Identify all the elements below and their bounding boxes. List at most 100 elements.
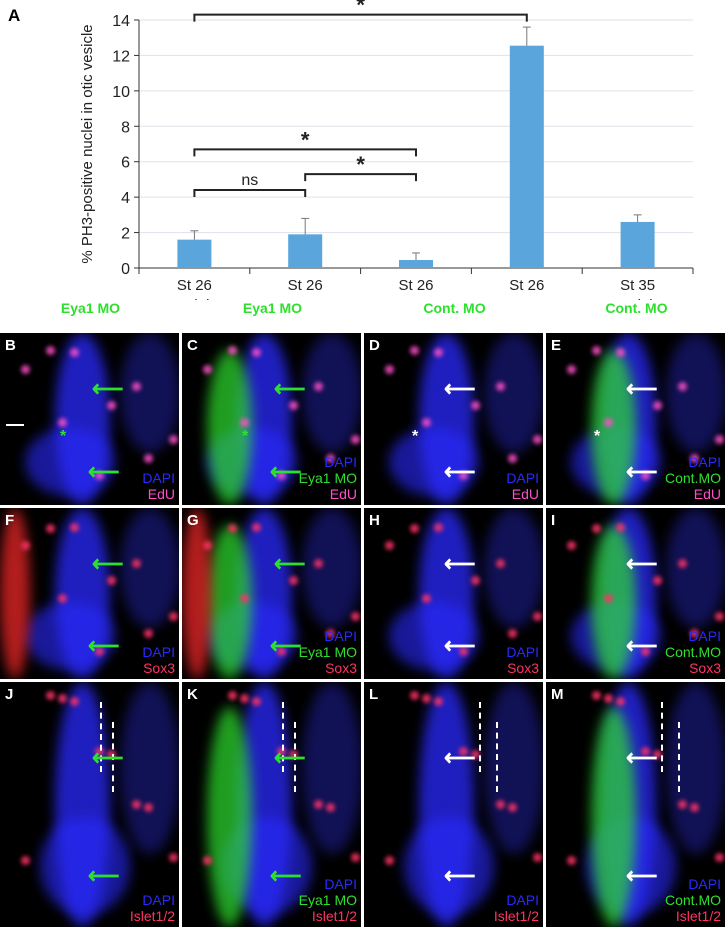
channel-label: Cont.MO [664,892,721,908]
panel-label-a: A [8,6,21,25]
channel-label: Islet1/2 [675,908,721,924]
marker-nuclei [107,576,116,585]
x-tick-label: Eya1 MO [385,297,448,300]
x-tick-label: GR-Eya1 [496,297,558,300]
marker-nuclei [277,647,286,656]
marker-nuclei [326,629,335,638]
marker-nuclei [459,647,468,656]
marker-nuclei [95,747,104,756]
x-tick-label: St 26 [509,277,544,294]
asterisk-icon: * [242,427,249,445]
sox3-signal [0,508,30,679]
marker-nuclei [203,365,212,374]
marker-nuclei [496,559,505,568]
channel-label: Eya1 MO [298,470,357,486]
column-header: Cont. MO [423,300,486,316]
micrograph-panel-e: ⟵ ⟵ * E DAPI Cont.MO EdU [546,333,725,505]
arrow-icon: ⟵ [626,551,658,577]
channel-legend: DAPI Sox3 [142,644,175,676]
y-axis-label: % PH3-positive nuclei in otic vesicle [79,24,96,263]
marker-nuclei [690,454,699,463]
marker-nuclei [132,800,141,809]
sox3-signal [182,508,212,679]
marker-nuclei [471,401,480,410]
arrow-icon: ⟵ [274,551,306,577]
arrow-icon: ⟵ [270,862,302,888]
marker-nuclei [592,524,601,533]
y-tick-label: 8 [121,119,130,136]
marker-nuclei [653,576,662,585]
bar [177,239,212,268]
channel-label: Eya1 MO [298,644,357,660]
marker-nuclei [70,348,79,357]
x-tick-label: St 26 [288,277,323,294]
x-tick-label: Uninj. [175,297,213,300]
scale-bar [6,424,24,427]
channel-label: DAPI [324,454,357,470]
marker-nuclei [508,803,517,812]
marker-nuclei [567,541,576,550]
micrograph-panel-m: ⟵ ⟵ M DAPI Cont.MO Islet1/2 [546,682,725,927]
arrow-icon: ⟵ [444,633,476,659]
arrow-icon: ⟵ [270,459,302,484]
marker-nuclei [46,691,55,700]
significance-bracket [193,189,307,198]
channel-label: DAPI [688,628,721,644]
dapi-signal [302,508,361,628]
dashed-outline [294,722,296,792]
channel-legend: DAPI EdU [506,470,539,502]
channel-label: EdU [693,486,721,502]
marker-nuclei [410,346,419,355]
significance-label: * [356,152,365,177]
marker-nuclei [459,471,468,480]
morpholino-signal [207,350,252,505]
x-tick-label: St 26 [398,277,433,294]
marker-nuclei [203,541,212,550]
dapi-signal [484,508,543,628]
marker-nuclei [58,594,67,603]
marker-nuclei [144,629,153,638]
marker-nuclei [653,750,662,759]
marker-nuclei [314,559,323,568]
dapi-signal [302,682,361,854]
morpholino-signal [207,706,252,927]
marker-nuclei [46,346,55,355]
marker-nuclei [471,750,480,759]
dashed-outline [479,702,481,772]
bar [620,221,655,268]
dashed-outline [661,702,663,772]
marker-nuclei [351,612,360,621]
column-header: Eya1 MO [60,300,121,316]
marker-nuclei [678,559,687,568]
channel-label: Islet1/2 [129,908,175,924]
channel-label: DAPI [688,454,721,470]
marker-nuclei [132,559,141,568]
micrograph-panel-l: ⟵ ⟵ L DAPI Islet1/2 [364,682,543,927]
marker-nuclei [314,382,323,391]
arrow-icon: ⟵ [626,633,658,659]
dapi-signal [484,333,543,454]
marker-nuclei [592,346,601,355]
marker-nuclei [144,454,153,463]
marker-nuclei [567,856,576,865]
channel-label: Islet1/2 [311,908,357,924]
marker-nuclei [107,401,116,410]
dapi-signal [404,816,494,915]
arrow-icon: ⟵ [626,459,658,484]
marker-nuclei [169,853,178,862]
morpholino-signal [591,350,636,505]
marker-nuclei [289,750,298,759]
panel-label: D [369,337,380,354]
marker-nuclei [58,694,67,703]
panel-label: I [551,512,556,529]
y-tick-label: 10 [112,84,130,101]
significance-label: * [356,0,365,18]
marker-nuclei [252,348,261,357]
panel-label: L [369,686,379,703]
arrow-icon: ⟵ [88,459,120,484]
channel-label: DAPI [142,892,175,908]
x-tick-label: Cont.MO [275,297,335,300]
panel-label: H [369,512,380,529]
marker-nuclei [422,418,431,427]
marker-nuclei [277,747,286,756]
